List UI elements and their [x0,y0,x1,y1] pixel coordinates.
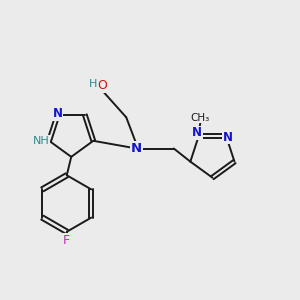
Text: N: N [52,107,63,120]
Text: F: F [63,234,70,247]
Text: N: N [223,131,232,144]
Text: CH₃: CH₃ [191,113,210,123]
Text: NH: NH [32,136,49,146]
Text: N: N [131,142,142,155]
Text: O: O [98,79,107,92]
Text: H: H [88,79,97,89]
Text: N: N [192,126,202,139]
